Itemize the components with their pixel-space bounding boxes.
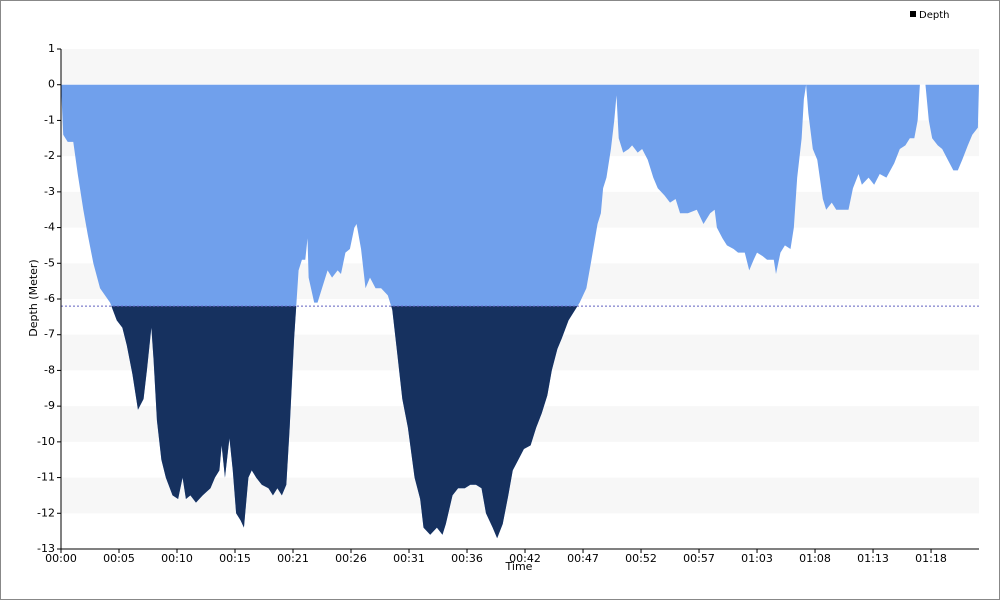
x-tick-label: 00:05 [103,552,135,565]
y-tick-label: -12 [37,506,55,519]
x-tick-label: 01:08 [799,552,831,565]
x-tick-label: 01:03 [741,552,773,565]
x-tick-label: 01:18 [915,552,947,565]
y-axis-title: Depth (Meter) [27,259,40,336]
x-tick-label: 00:52 [625,552,657,565]
x-tick-label: 00:00 [45,552,77,565]
x-tick-label: 00:57 [683,552,715,565]
plot-area [61,84,979,539]
x-tick-label: 00:42 [509,552,541,565]
y-tick-label: -7 [44,328,55,341]
depth-area-below [111,306,578,539]
x-tick-label: 00:10 [161,552,193,565]
y-tick-label: -10 [37,435,55,448]
y-tick-label: -8 [44,363,55,376]
x-tick-label: 01:13 [857,552,889,565]
x-tick-label: 00:26 [335,552,367,565]
x-axis-title: Time [505,560,533,573]
y-tick-label: -4 [44,221,55,234]
legend-swatch [910,11,916,17]
y-tick-label: -5 [44,256,55,269]
y-tick-label: -2 [44,149,55,162]
y-tick-label: -1 [44,113,55,126]
x-tick-label: 00:47 [567,552,599,565]
y-tick-label: 1 [48,42,55,55]
x-tick-label: 00:36 [451,552,483,565]
y-tick-label: -6 [44,292,55,305]
x-tick-label: 00:15 [219,552,251,565]
y-tick-label: -13 [37,542,55,555]
y-tick-label: -3 [44,185,55,198]
x-tick-label: 00:31 [393,552,425,565]
grid-band [61,49,979,85]
x-tick-label: 00:21 [277,552,309,565]
y-tick-label: -11 [37,471,55,484]
grid-band [61,477,979,514]
y-tick-label: 0 [48,78,55,91]
legend-label: Depth [919,10,949,21]
y-tick-label: -9 [44,399,55,412]
